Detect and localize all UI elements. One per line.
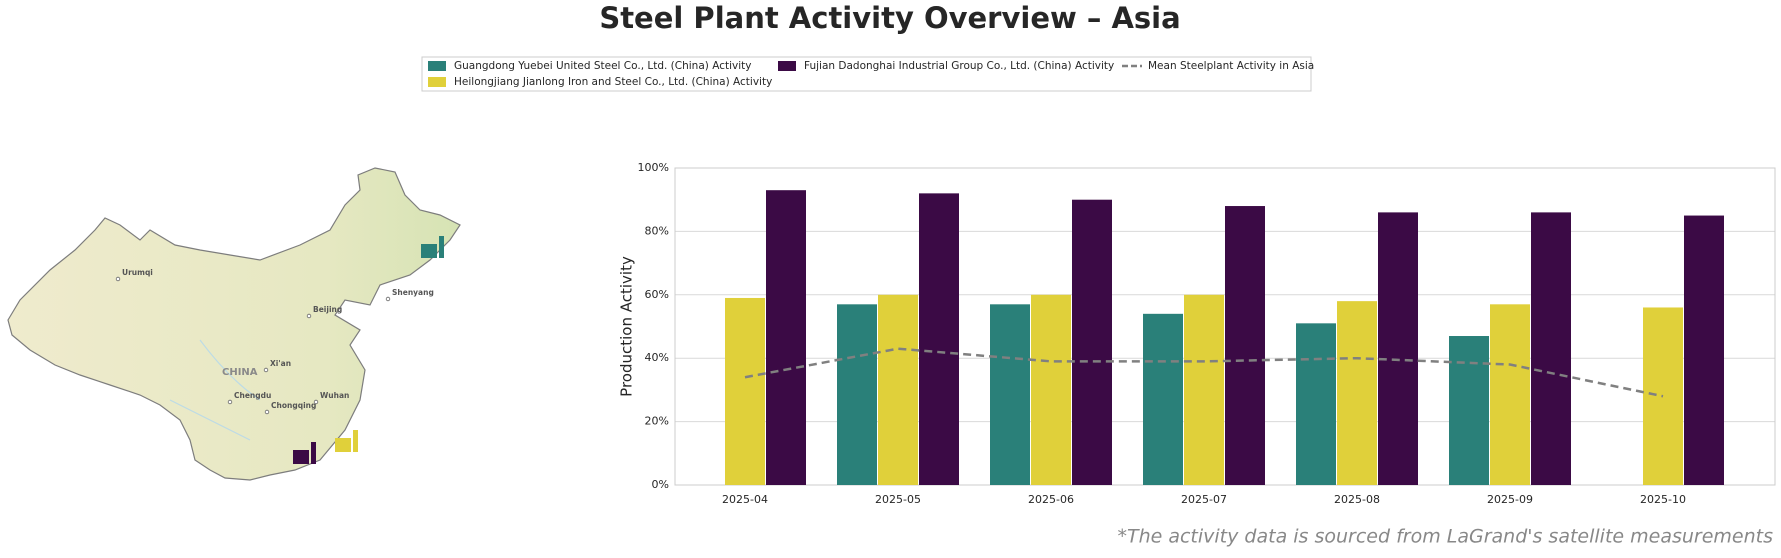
city-label: Urumqi [122, 268, 153, 277]
chart-title: Steel Plant Activity Overview – Asia [599, 1, 1180, 35]
y-tick-label: 20% [645, 415, 669, 428]
city-label: Chengdu [234, 391, 271, 400]
city-label: Beijing [313, 305, 342, 314]
factory-icon [335, 430, 358, 452]
bar [1337, 301, 1377, 485]
bar [766, 190, 806, 485]
map-river [169, 339, 261, 441]
bar [1072, 199, 1112, 485]
city-dot [306, 313, 312, 319]
city-dot [313, 399, 319, 405]
y-tick-label: 0% [652, 478, 669, 491]
legend-box [421, 56, 1312, 92]
bar [990, 304, 1030, 485]
bar [1184, 294, 1224, 485]
bar [919, 193, 959, 486]
bar [837, 304, 877, 485]
city-dot [264, 409, 270, 415]
x-tick-label: 2025-07 [1181, 493, 1227, 506]
legend-swatch [428, 61, 446, 71]
legend-label: Heilongjiang Jianlong Iron and Steel Co.… [454, 76, 772, 88]
legend-label: Fujian Dadonghai Industrial Group Co., L… [804, 60, 1114, 72]
legend-swatch [428, 77, 446, 87]
city-dot [385, 296, 391, 302]
x-tick-label: 2025-04 [722, 493, 768, 506]
city-label: CHINA [222, 367, 258, 378]
bar [1296, 323, 1336, 485]
legend-swatch [778, 61, 796, 71]
y-tick-label: 60% [645, 288, 669, 301]
y-tick-label: 80% [645, 224, 669, 237]
y-tick-label: 40% [645, 351, 669, 364]
x-tick-label: 2025-08 [1334, 493, 1380, 506]
x-tick-label: 2025-10 [1640, 493, 1686, 506]
mean-line [744, 347, 1664, 398]
city-dot [227, 399, 233, 405]
bar [1031, 294, 1071, 485]
bar [1684, 215, 1724, 486]
y-axis-label: Production Activity [618, 256, 636, 397]
bar [1378, 212, 1418, 485]
bar [1225, 206, 1265, 486]
bar [878, 294, 918, 485]
source-note: *The activity data is sourced from LaGra… [1117, 526, 1773, 548]
city-dot [263, 367, 269, 373]
factory-icon [421, 236, 444, 258]
legend-label: Guangdong Yuebei United Steel Co., Ltd. … [454, 60, 751, 72]
bar [1531, 212, 1571, 485]
city-label: Shenyang [392, 288, 434, 297]
x-tick-label: 2025-06 [1028, 493, 1074, 506]
city-label: Wuhan [320, 391, 349, 400]
x-tick-label: 2025-09 [1487, 493, 1533, 506]
city-label: Chongqing [271, 401, 316, 410]
map [7, 167, 461, 481]
y-tick-label: 100% [638, 161, 669, 174]
city-dot [115, 276, 121, 282]
bar [1490, 304, 1530, 485]
bar [1449, 336, 1489, 485]
bar [1143, 313, 1183, 485]
x-tick-label: 2025-05 [875, 493, 921, 506]
bar [725, 297, 765, 485]
legend-label: Mean Steelplant Activity in Asia [1148, 60, 1314, 72]
map-outline [7, 167, 461, 481]
city-label: Xi'an [270, 359, 291, 368]
factory-icon [293, 442, 316, 464]
